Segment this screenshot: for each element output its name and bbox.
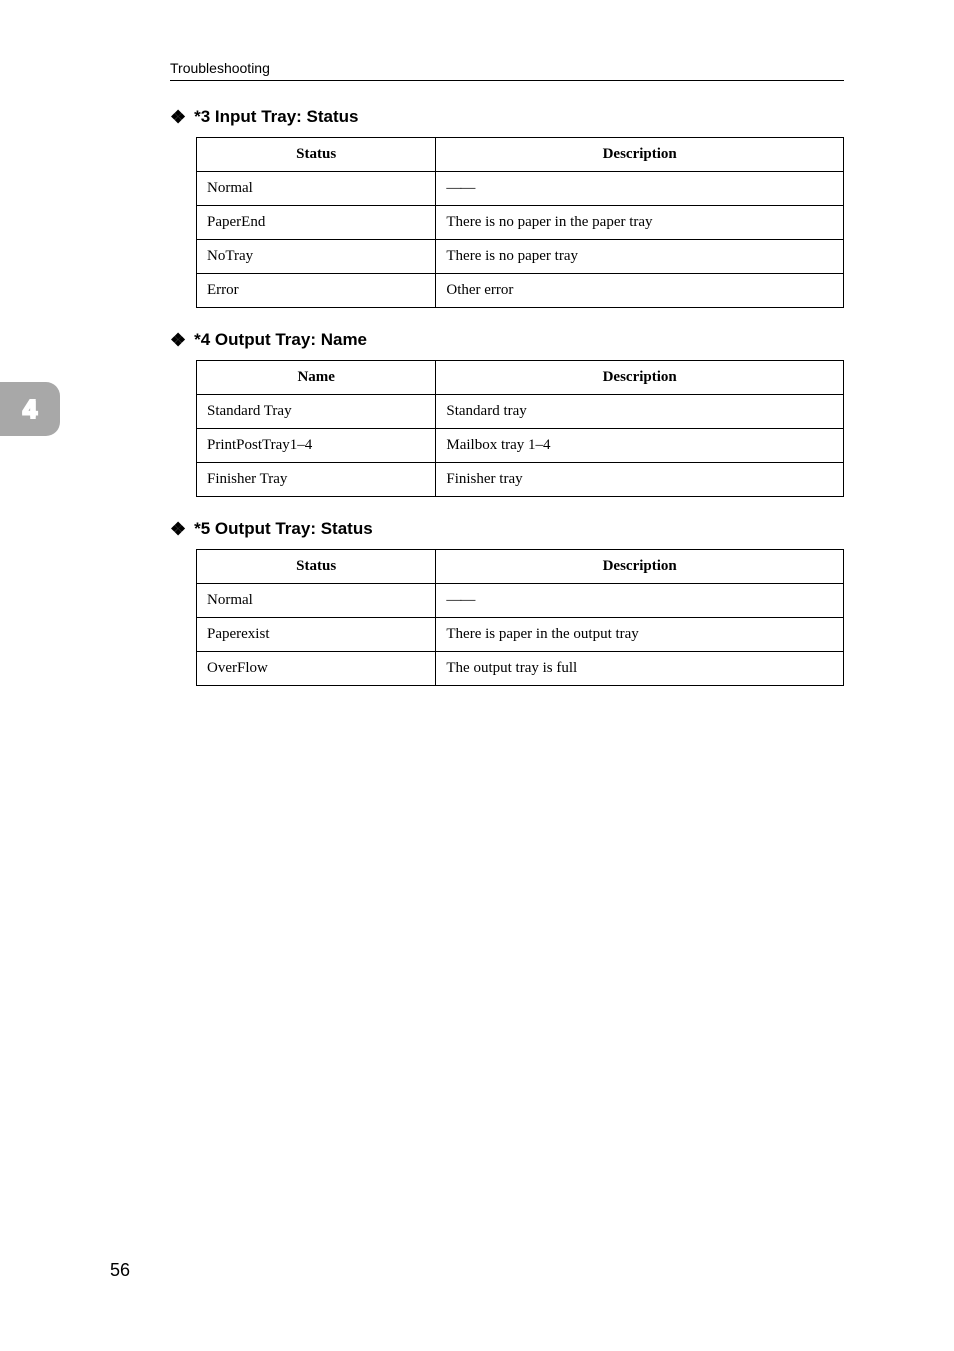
cell-status: Normal [197,584,436,618]
page: Troubleshooting ❖ *3 Input Tray: Status … [0,0,954,1351]
cell-description: —— [436,172,844,206]
cell-status: Paperexist [197,618,436,652]
cell-status: NoTray [197,240,436,274]
cell-description: —— [436,584,844,618]
table-row: Paperexist There is paper in the output … [197,618,844,652]
col-header-description: Description [436,138,844,172]
cell-name: Standard Tray [197,395,436,429]
cell-status: OverFlow [197,652,436,686]
section-heading-5: ❖ *5 Output Tray: Status [170,519,844,539]
table-header-row: Status Description [197,138,844,172]
section-heading-3: ❖ *3 Input Tray: Status [170,107,844,127]
table-output-tray-name: Name Description Standard Tray Standard … [196,360,844,497]
table-row: Normal —— [197,584,844,618]
cell-description: Finisher tray [436,463,844,497]
col-header-status: Status [197,550,436,584]
cell-status: Error [197,274,436,308]
page-number: 56 [110,1260,130,1281]
cell-description: The output tray is full [436,652,844,686]
section-heading-3-text: *3 Input Tray: Status [194,107,358,127]
section-heading-5-text: *5 Output Tray: Status [194,519,373,539]
col-header-description: Description [436,361,844,395]
table-input-tray-status: Status Description Normal —— PaperEnd Th… [196,137,844,308]
cell-description: There is paper in the output tray [436,618,844,652]
diamond-icon: ❖ [170,331,186,349]
cell-status: Normal [197,172,436,206]
cell-name: Finisher Tray [197,463,436,497]
cell-description: Other error [436,274,844,308]
cell-status: PaperEnd [197,206,436,240]
running-header: Troubleshooting [170,60,844,81]
cell-description: There is no paper tray [436,240,844,274]
chapter-side-tab: 4 [0,382,60,436]
cell-description: Standard tray [436,395,844,429]
table-row: OverFlow The output tray is full [197,652,844,686]
table-row: PrintPostTray1–4 Mailbox tray 1–4 [197,429,844,463]
col-header-name: Name [197,361,436,395]
table-row: Normal —— [197,172,844,206]
cell-description: There is no paper in the paper tray [436,206,844,240]
diamond-icon: ❖ [170,520,186,538]
table-row: Standard Tray Standard tray [197,395,844,429]
table-header-row: Status Description [197,550,844,584]
chapter-number: 4 [23,394,37,425]
col-header-description: Description [436,550,844,584]
table-row: Finisher Tray Finisher tray [197,463,844,497]
table-header-row: Name Description [197,361,844,395]
section-heading-4: ❖ *4 Output Tray: Name [170,330,844,350]
table-row: NoTray There is no paper tray [197,240,844,274]
table-row: Error Other error [197,274,844,308]
col-header-status: Status [197,138,436,172]
cell-description: Mailbox tray 1–4 [436,429,844,463]
table-row: PaperEnd There is no paper in the paper … [197,206,844,240]
section-heading-4-text: *4 Output Tray: Name [194,330,367,350]
table-output-tray-status: Status Description Normal —— Paperexist … [196,549,844,686]
diamond-icon: ❖ [170,108,186,126]
cell-name: PrintPostTray1–4 [197,429,436,463]
